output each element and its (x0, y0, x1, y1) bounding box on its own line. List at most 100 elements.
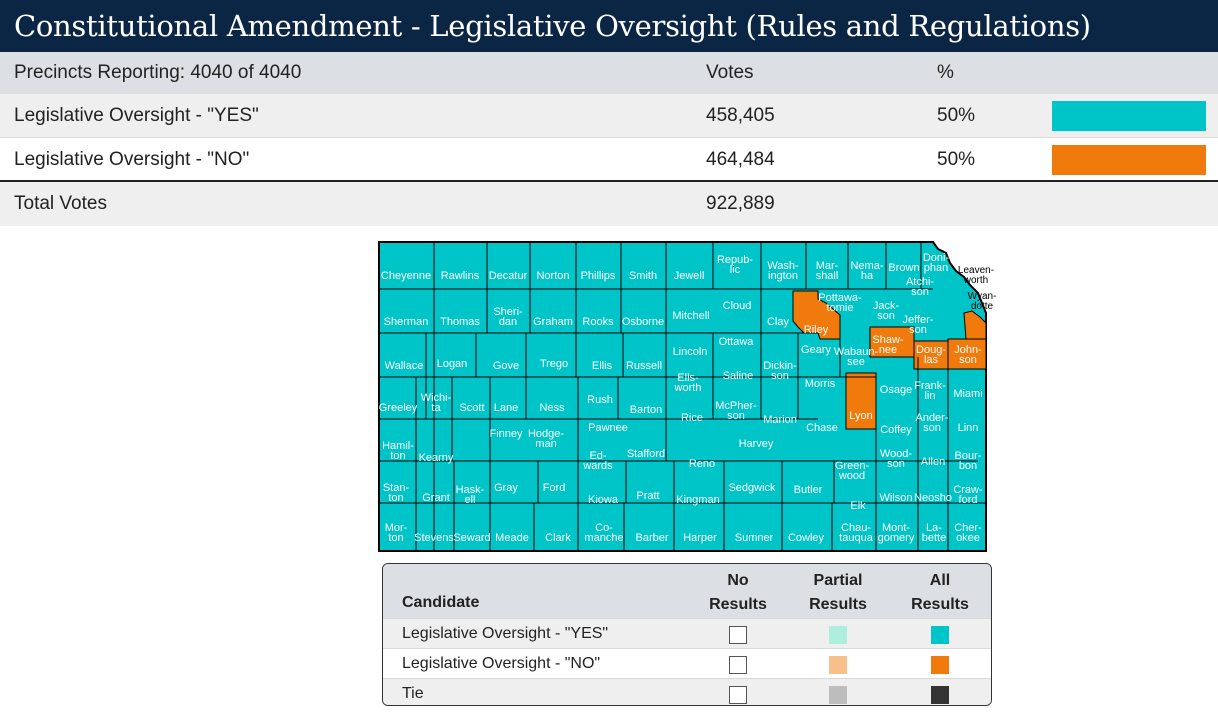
county-label-marshall: Mar-shall (816, 260, 839, 282)
votes-column-header: Votes (706, 62, 754, 83)
county-label-labette: La-bette (922, 522, 946, 544)
county-label-clay: Clay (767, 316, 790, 328)
county-label-bourbon: Bour-bon (955, 450, 982, 472)
county-label-osborne: Osborne (622, 316, 664, 328)
county-label-saline: Saline (723, 370, 754, 382)
candidate-name: Legislative Oversight - "NO" (14, 149, 250, 170)
county-label-jewell: Jewell (674, 270, 705, 282)
county-label-doniphan: Doni-phan (923, 252, 950, 274)
county-label-russell: Russell (626, 360, 662, 372)
county-label-miami: Miami (953, 388, 982, 400)
county-label-montgomery: Mont-gomery (878, 522, 915, 544)
candidate-percent: 50% (937, 105, 976, 126)
county-label-hamilton: Hamil-ton (382, 440, 414, 462)
county-label-ellis: Ellis (592, 360, 613, 372)
county-label-harvey: Harvey (739, 438, 774, 450)
county-map: Cheyenne Rawlins Decatur Norton Phillips Smit… (378, 241, 1000, 553)
result-row-no: Legislative Oversight - "NO" 464,484 50% (0, 138, 1218, 182)
county-label-sherman: Sherman (384, 316, 429, 328)
county-label-leavenworth: Leaven-worth (958, 265, 994, 286)
county-label-greenwood: Green-wood (835, 460, 870, 482)
partial-results-swatch (829, 656, 847, 674)
county-label-ford: Ford (543, 482, 566, 494)
county-label-cowley: Cowley (788, 532, 825, 544)
legend-partial-line2: Results (809, 596, 867, 613)
legend-no-results-header: No Results (688, 569, 788, 617)
county-label-elk: Elk (850, 500, 866, 512)
title-bar: Constitutional Amendment - Legislative O… (0, 0, 1218, 52)
county-label-trego: Trego (540, 358, 568, 370)
county-label-morris: Morris (805, 378, 836, 390)
county-label-gove: Gove (493, 360, 519, 372)
county-label-coffey: Coffey (880, 424, 912, 436)
county-label-rawlins: Rawlins (441, 270, 480, 282)
county-label-cherokee: Cher-okee (954, 522, 982, 544)
legend-row-yes: Legislative Oversight - "YES" (383, 618, 991, 648)
county-label-pottawatomie: Pottawa-tomie (818, 292, 862, 314)
legend-no-results-line1: No (727, 572, 749, 589)
county-label-lincoln: Lincoln (673, 346, 708, 358)
county-wyandotte[interactable] (963, 310, 987, 340)
results-header-row: Precincts Reporting: 4040 of 4040 Votes … (0, 52, 1218, 94)
county-label-finney: Finney (489, 428, 523, 440)
partial-results-swatch (829, 686, 847, 704)
county-label-johnson: John-son (954, 344, 982, 366)
county-label-anderson: Ander-son (915, 412, 948, 434)
county-label-cloud: Cloud (723, 300, 752, 312)
total-votes-label: Total Votes (14, 193, 107, 214)
candidate-percent: 50% (937, 149, 976, 170)
county-label-meade: Meade (495, 532, 529, 544)
county-label-wabaunsee: Wabaun-see (834, 346, 879, 368)
county-label-sedgwick: Sedgwick (728, 482, 776, 494)
county-label-stafford: Stafford (627, 448, 665, 460)
county-label-douglas: Doug-las (916, 344, 946, 366)
county-label-norton: Norton (536, 270, 569, 282)
county-label-phillips: Phillips (581, 270, 616, 282)
county-label-kearny: Kearny (419, 452, 454, 464)
county-label-gray: Gray (494, 482, 518, 494)
county-label-harper: Harper (683, 532, 717, 544)
county-label-wallace: Wallace (385, 360, 424, 372)
county-label-ness: Ness (539, 402, 565, 414)
legend-candidate-header: Candidate (402, 594, 480, 611)
legend-row-no: Legislative Oversight - "NO" (383, 648, 991, 678)
county-label-rush: Rush (587, 394, 613, 406)
candidate-votes: 464,484 (706, 149, 775, 170)
legend-no-results-line2: Results (709, 596, 767, 613)
no-color-bar (1052, 145, 1206, 175)
county-label-rice: Rice (681, 412, 703, 424)
all-results-swatch (931, 626, 949, 644)
county-label-neosho: Neosho (914, 492, 952, 504)
precincts-reporting: Precincts Reporting: 4040 of 4040 (14, 62, 302, 83)
county-label-graham: Graham (533, 316, 573, 328)
county-label-washington: Wash-ington (767, 260, 799, 282)
county-label-geary: Geary (801, 344, 831, 356)
county-label-cheyenne: Cheyenne (381, 270, 431, 282)
legend-partial-header: Partial Results (788, 569, 888, 617)
county-label-comanche: Co-manche (584, 522, 623, 544)
county-label-barber: Barber (635, 532, 668, 544)
county-label-franklin: Frank-lin (914, 380, 946, 402)
county-label-mcpherson: McPher-son (715, 400, 757, 422)
county-label-logan: Logan (437, 358, 468, 370)
county-label-pratt: Pratt (636, 490, 659, 502)
no-results-swatch (729, 626, 747, 644)
county-label-haskell: Hask-ell (456, 484, 485, 506)
county-label-clark: Clark (545, 532, 571, 544)
county-label-stanton: Stan-ton (383, 482, 410, 504)
candidate-votes: 458,405 (706, 105, 775, 126)
page-title: Constitutional Amendment - Legislative O… (14, 9, 1091, 43)
legend-candidate-name: Legislative Oversight - "YES" (402, 625, 609, 642)
county-label-decatur: Decatur (489, 270, 528, 282)
county-label-greeley: Greeley (379, 402, 418, 414)
county-label-marion: Marion (763, 414, 797, 426)
county-label-brown: Brown (888, 262, 919, 274)
county-label-morton: Mor-ton (385, 522, 408, 544)
county-label-allen: Allen (921, 456, 945, 468)
county-label-reno: Reno (689, 458, 715, 470)
county-label-jackson: Jack-son (873, 300, 900, 322)
result-row-yes: Legislative Oversight - "YES" 458,405 50… (0, 94, 1218, 138)
legend-all-line2: Results (911, 596, 969, 613)
county-label-wichita: Wichi-ta (421, 392, 452, 414)
county-label-sheridan: Sheri-dan (493, 306, 523, 328)
